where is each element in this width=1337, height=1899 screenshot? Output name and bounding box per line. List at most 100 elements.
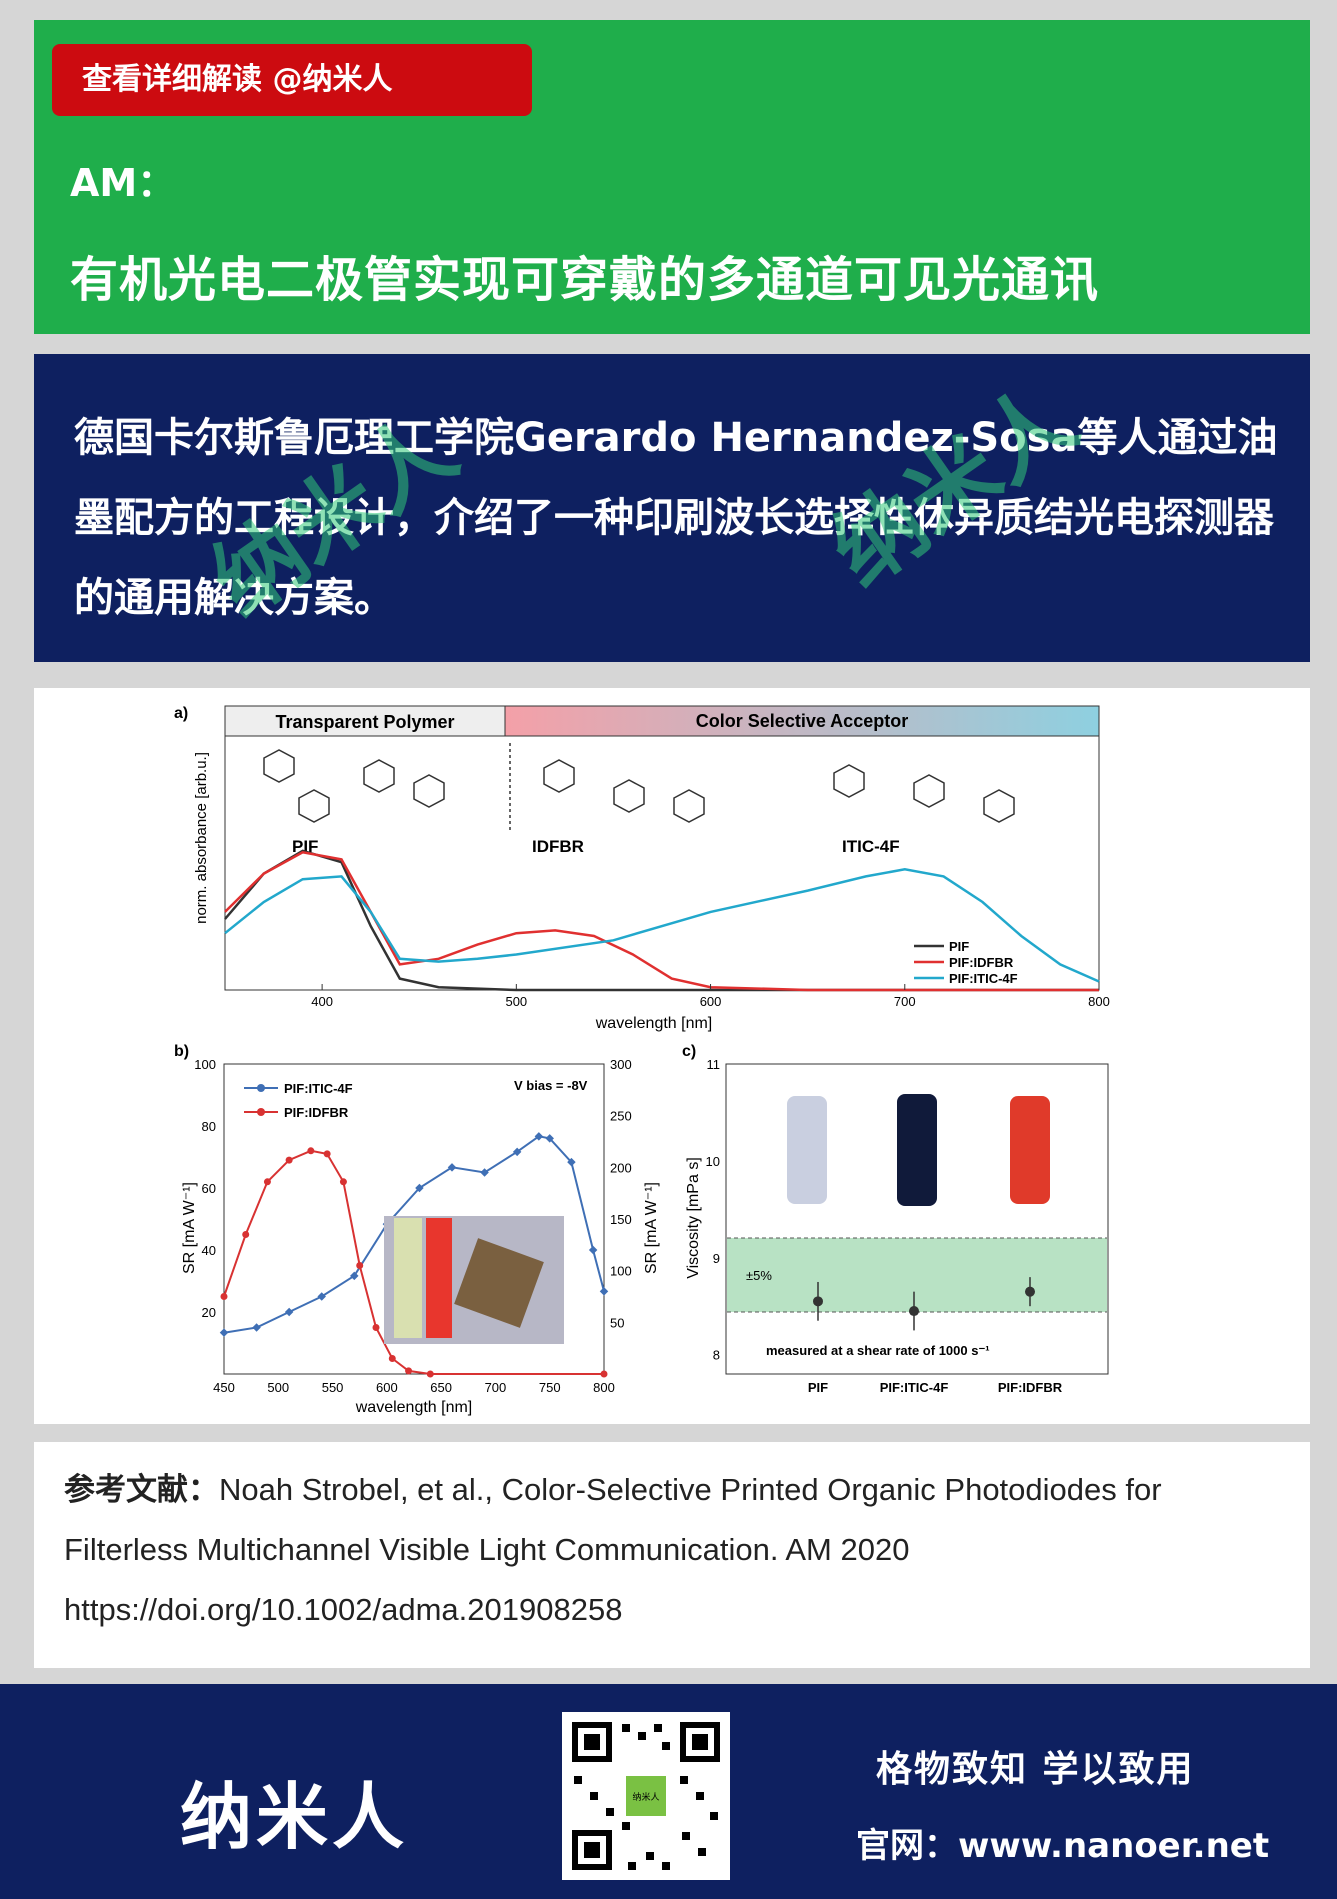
- panel-c-box: [725, 1063, 1109, 1375]
- qr-code[interactable]: 纳米人: [562, 1712, 730, 1880]
- panel-c-label: c): [682, 1043, 696, 1060]
- y2-tick-label: 300: [610, 1057, 632, 1072]
- sr-lines: [219, 1132, 609, 1378]
- x-tick-label: 800: [593, 1380, 615, 1395]
- sr-point: [350, 1271, 359, 1281]
- vial-pif: [787, 1096, 827, 1204]
- x-tick-label: 500: [267, 1380, 289, 1395]
- sr-point: [285, 1156, 293, 1164]
- category-label: PIF: [808, 1380, 828, 1395]
- x-tick-label: 550: [322, 1380, 344, 1395]
- sr-ticks: 450 500 550 600 650 700 750 800 20 40 60 80 100 50 100…: [194, 1057, 631, 1395]
- legend-label: PIF: [949, 939, 969, 954]
- panel-b-label: b): [174, 1043, 189, 1060]
- panel-c-ylabel: Viscosity [mPa s]: [685, 1157, 702, 1279]
- x-tick-label: 600: [700, 994, 722, 1009]
- viscosity-point: [813, 1296, 823, 1307]
- category-label: PIF:IDFBR: [998, 1380, 1063, 1395]
- vial-itic: [897, 1094, 937, 1206]
- molecule-label-itic: ITIC-4F: [842, 837, 900, 856]
- legend-marker: [257, 1084, 265, 1092]
- x-tick-label: 700: [894, 994, 916, 1009]
- journal-label: AM：: [70, 161, 176, 205]
- footer: 纳米人 纳米人 格物致知 学以致用 官网：www.nanoer.net: [0, 1684, 1337, 1899]
- molecule-label-pif: PIF: [292, 837, 318, 856]
- absorbance-line: [224, 850, 1099, 992]
- bias-label: V bias = -8V: [514, 1078, 588, 1093]
- figure-panel: a) Transparent Polymer Color Selective A…: [34, 688, 1310, 1424]
- figure-svg: a) Transparent Polymer Color Selective A…: [174, 705, 1110, 1416]
- x-tick-label: 500: [505, 994, 527, 1009]
- device-photo-vial-2: [426, 1218, 452, 1338]
- qr-center-label: 纳米人: [632, 1791, 659, 1803]
- sr-point: [388, 1355, 396, 1362]
- absorbance-line: [224, 868, 1100, 983]
- sr-point: [284, 1307, 294, 1317]
- x-tick-label: 650: [430, 1380, 452, 1395]
- sr-point: [415, 1183, 424, 1193]
- x-tick-label: 450: [213, 1380, 235, 1395]
- x-tick-label: 800: [1088, 994, 1110, 1009]
- sr-point: [317, 1292, 326, 1301]
- x-tick-label: 750: [539, 1380, 561, 1395]
- viscosity-points: PIF PIF:ITIC-4F PIF:IDFBR 8 9 10 11: [706, 1057, 1063, 1395]
- sr-point: [405, 1367, 413, 1375]
- y-tick-label: 60: [202, 1181, 216, 1196]
- sr-point: [339, 1178, 347, 1186]
- brand-logo-text: 纳米人: [180, 1775, 409, 1859]
- sr-point: [588, 1245, 598, 1255]
- device-photo-chip: [454, 1238, 544, 1328]
- device-photo-vial-1: [394, 1218, 422, 1338]
- website-link[interactable]: 官网：www.nanoer.net: [856, 1826, 1270, 1866]
- band-label: ±5%: [746, 1268, 772, 1283]
- absorbance-xticks: 400 500 600 700 800: [311, 984, 1110, 1009]
- viscosity-point: [909, 1306, 919, 1317]
- x-tick-label: 700: [485, 1380, 507, 1395]
- tolerance-band: [727, 1238, 1107, 1312]
- y-tick-label: 100: [194, 1057, 216, 1072]
- molecule-sketches: [263, 743, 1015, 833]
- y-tick-label: 40: [202, 1243, 216, 1258]
- article-title: 有机光电二极管实现可穿戴的多通道可见光通讯: [70, 252, 1100, 308]
- panel-b-xlabel: wavelength [nm]: [355, 1399, 473, 1416]
- y-tick-label: 9: [713, 1251, 720, 1266]
- y-tick-label: 20: [202, 1305, 216, 1320]
- sr-point: [219, 1328, 229, 1337]
- header-right-text: Color Selective Acceptor: [696, 711, 908, 731]
- sr-legend: PIF:ITIC-4F PIF:IDFBR: [244, 1081, 353, 1120]
- molecule-label-idfbr: IDFBR: [532, 837, 584, 856]
- y-tick-label: 10: [706, 1154, 720, 1169]
- viscosity-point: [1025, 1286, 1035, 1297]
- qr-icon: 纳米人: [572, 1722, 720, 1870]
- reference-panel: 参考文献：Noah Strobel, et al., Color-Selecti…: [34, 1442, 1310, 1668]
- sr-point: [599, 1287, 609, 1296]
- vial-idfbr: [1010, 1096, 1050, 1204]
- legend-label: PIF:ITIC-4F: [284, 1081, 353, 1096]
- sr-point: [426, 1370, 434, 1378]
- y2-tick-label: 250: [610, 1109, 632, 1124]
- reference-doi-link[interactable]: https://doi.org/10.1002/adma.201908258: [64, 1592, 623, 1627]
- sr-point: [480, 1168, 489, 1177]
- panel-b-ylabel-right: SR [mA W⁻¹]: [643, 1182, 660, 1274]
- y-tick-label: 80: [202, 1119, 216, 1134]
- x-tick-label: 600: [376, 1380, 398, 1395]
- motto: 格物致知 学以致用: [876, 1749, 1195, 1790]
- panel-a-label: a): [174, 705, 188, 722]
- sr-point: [252, 1323, 261, 1332]
- y2-tick-label: 50: [610, 1315, 624, 1330]
- intro-panel: 德国卡尔斯鲁厄理工学院Gerardo Hernandez-Sosa等人通过油墨配…: [34, 354, 1310, 662]
- sr-point: [372, 1324, 380, 1331]
- legend-marker: [257, 1108, 265, 1116]
- reference-line-2: Filterless Multichannel Visible Light Co…: [64, 1532, 910, 1567]
- sr-point: [307, 1147, 315, 1155]
- y-tick-label: 8: [713, 1348, 720, 1363]
- legend-label: PIF:IDFBR: [284, 1105, 349, 1120]
- x-tick-label: 400: [311, 994, 333, 1009]
- detail-link-button[interactable]: 查看详细解读 @纳米人: [52, 44, 532, 116]
- category-label: PIF:ITIC-4F: [880, 1380, 949, 1395]
- y-tick-label: 11: [707, 1057, 721, 1072]
- panel-a-ylabel: norm. absorbance [arb.u.]: [193, 752, 210, 924]
- legend-label: PIF:ITIC-4F: [949, 971, 1018, 986]
- sr-point: [323, 1150, 331, 1158]
